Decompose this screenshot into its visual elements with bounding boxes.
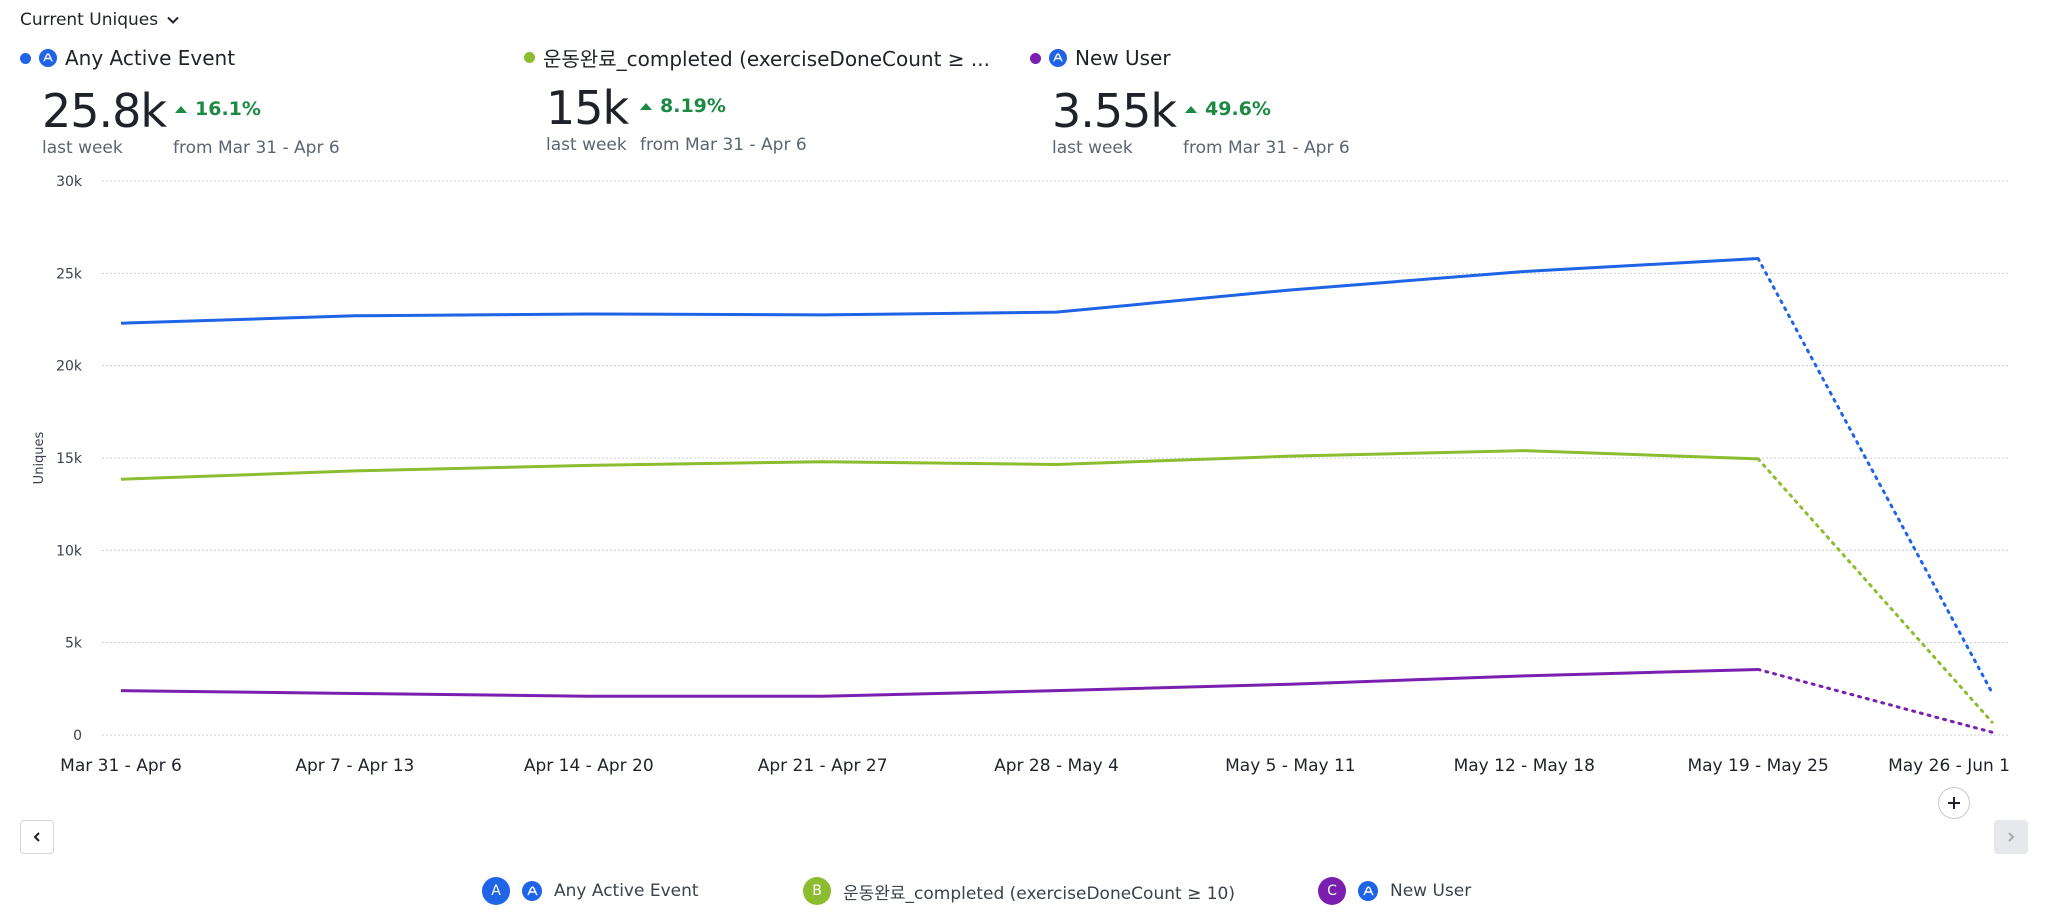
y-tick-label: 20k bbox=[56, 359, 83, 375]
series-incomplete-segment bbox=[1756, 257, 1994, 695]
summary-compare: from Mar 31 - Apr 6 bbox=[173, 138, 340, 158]
metric-dropdown[interactable]: Current Uniques bbox=[20, 10, 180, 30]
summary-title: 운동완료_completed (exerciseDoneCount ≥ ... bbox=[543, 47, 990, 71]
y-tick-label: 30k bbox=[56, 174, 83, 190]
x-tick-label: May 5 - May 11 bbox=[1225, 756, 1356, 775]
summary-delta: 8.19% bbox=[640, 95, 726, 117]
legend-letter: C bbox=[1318, 877, 1346, 905]
summary-value: 15k bbox=[546, 81, 629, 135]
summary-title: Any Active Event bbox=[65, 46, 236, 70]
metric-dropdown-label: Current Uniques bbox=[20, 10, 159, 30]
summary-period: last week bbox=[1052, 138, 1133, 158]
y-tick-label: 10k bbox=[56, 543, 83, 559]
series-incomplete-segment bbox=[1756, 457, 1994, 724]
x-tick-label: Apr 7 - Apr 13 bbox=[295, 756, 414, 775]
x-tick-label: Mar 31 - Apr 6 bbox=[60, 756, 182, 775]
prev-page-button[interactable] bbox=[20, 820, 54, 854]
amplitude-logo-icon bbox=[1049, 49, 1067, 67]
summary-new-user: New User 3.55k last week 49.6% from Mar … bbox=[1030, 46, 1350, 158]
chevron-left-icon bbox=[33, 832, 40, 842]
legend-label: Any Active Event bbox=[554, 881, 699, 901]
arrow-up-icon bbox=[175, 105, 187, 113]
summary-delta: 16.1% bbox=[175, 98, 261, 120]
summary-delta: 49.6% bbox=[1185, 98, 1271, 120]
amplitude-logo-icon bbox=[1358, 881, 1378, 901]
legend-item-b[interactable]: B 운동완료_completed (exerciseDoneCount ≥ 10… bbox=[803, 877, 1235, 905]
arrow-up-icon bbox=[640, 102, 652, 110]
summary-title: New User bbox=[1075, 46, 1171, 70]
legend-label: 운동완료_completed (exerciseDoneCount ≥ 10) bbox=[843, 883, 1235, 904]
x-tick-label: Apr 14 - Apr 20 bbox=[524, 756, 654, 775]
y-tick-label: 0 bbox=[73, 728, 82, 744]
series-line bbox=[120, 449, 1759, 481]
series-line bbox=[120, 667, 1759, 698]
plus-icon bbox=[1948, 797, 1960, 809]
y-tick-label: 25k bbox=[56, 266, 83, 282]
amplitude-logo-icon bbox=[39, 49, 57, 67]
summary-value: 25.8k bbox=[42, 84, 167, 138]
x-tick-label: May 12 - May 18 bbox=[1454, 756, 1595, 775]
summary-delta-value: 8.19% bbox=[660, 95, 726, 117]
chevron-right-icon bbox=[2008, 832, 2015, 842]
x-tick-label: May 19 - May 25 bbox=[1687, 756, 1828, 775]
series-line bbox=[120, 257, 1759, 325]
y-axis-label: Uniques bbox=[32, 431, 47, 484]
series-dot bbox=[20, 52, 31, 64]
amplitude-logo-icon bbox=[522, 881, 542, 901]
legend-item-a[interactable]: A Any Active Event bbox=[482, 877, 699, 905]
chevron-down-icon bbox=[167, 16, 179, 24]
y-tick-label: 5k bbox=[65, 636, 83, 652]
summary-period: last week bbox=[42, 138, 123, 158]
summary-delta-value: 16.1% bbox=[195, 98, 261, 120]
legend-letter: A bbox=[482, 877, 510, 905]
line-chart: 0 5k 10k 15k 20k 25k 30k Uniques Mar 31 - Apr 6 A… bbox=[32, 174, 2010, 775]
series-incomplete-segment bbox=[1756, 667, 1994, 734]
y-tick-label: 15k bbox=[56, 451, 83, 467]
x-tick-label: Apr 21 - Apr 27 bbox=[758, 756, 888, 775]
add-annotation-button[interactable] bbox=[1938, 787, 1970, 819]
summary-any-active-event: Any Active Event 25.8k last week 16.1% f… bbox=[20, 46, 340, 158]
x-tick-label: May 26 - Jun 1 bbox=[1888, 756, 2010, 775]
legend-letter: B bbox=[803, 877, 831, 905]
summary-compare: from Mar 31 - Apr 6 bbox=[640, 135, 807, 155]
summary-value: 3.55k bbox=[1052, 84, 1177, 138]
summary-delta-value: 49.6% bbox=[1205, 98, 1271, 120]
series-dot bbox=[1030, 52, 1041, 64]
summary-period: last week bbox=[546, 135, 627, 155]
summary-compare: from Mar 31 - Apr 6 bbox=[1183, 138, 1350, 158]
legend-label: New User bbox=[1390, 881, 1472, 901]
x-tick-label: Apr 28 - May 4 bbox=[994, 756, 1119, 775]
summary-exercise-completed: 운동완료_completed (exerciseDoneCount ≥ ... … bbox=[524, 43, 990, 155]
series-dot bbox=[524, 52, 535, 63]
legend-item-c[interactable]: C New User bbox=[1318, 877, 1471, 905]
arrow-up-icon bbox=[1185, 105, 1197, 113]
next-page-button[interactable] bbox=[1994, 820, 2028, 854]
